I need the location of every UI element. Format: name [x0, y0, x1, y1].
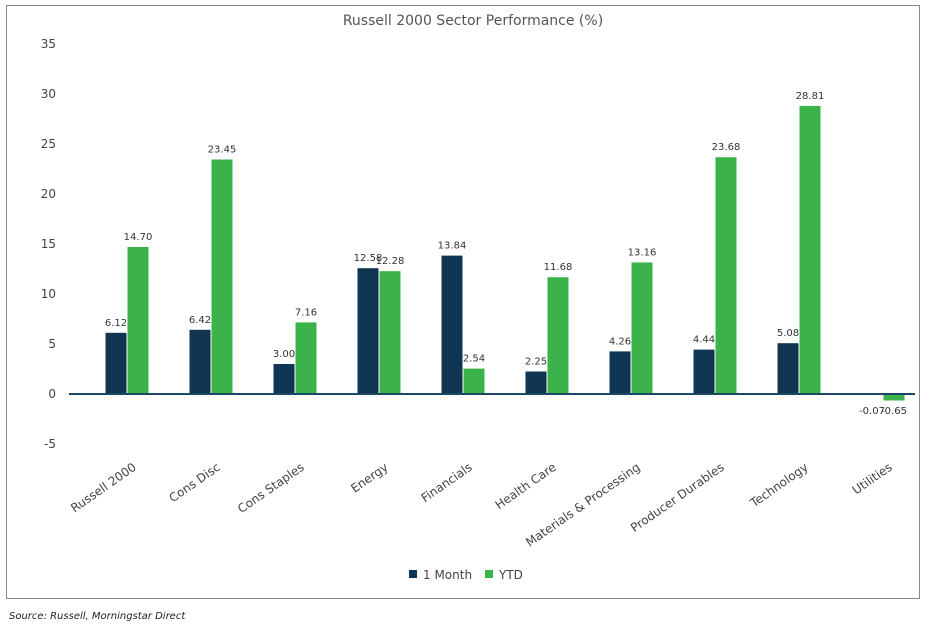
data-label: 6.12	[105, 318, 127, 329]
bar-1-month	[273, 364, 295, 394]
data-label: 4.44	[693, 335, 715, 346]
bar-1-month	[189, 329, 211, 394]
data-label: 12.58	[354, 253, 383, 264]
data-label: 2.25	[525, 357, 547, 368]
data-label: 12.28	[376, 256, 405, 267]
bar-ytd	[547, 277, 569, 394]
bar-1-month	[777, 343, 799, 394]
chart-frame: Russell 2000 Sector Performance (%) -5 0 5 1…	[6, 5, 920, 599]
legend-swatch	[409, 570, 417, 578]
bar-1-month	[693, 349, 715, 394]
x-tick-label: Utilities	[850, 460, 895, 497]
bar-ytd	[799, 105, 821, 395]
x-tick-label: Producer Durables	[628, 460, 727, 535]
bar-1-month	[441, 255, 463, 394]
x-tick-label: Financials	[419, 460, 475, 505]
x-tick-label: Cons Disc	[167, 460, 223, 505]
bar-ytd	[295, 322, 317, 394]
y-tick-label: 10	[41, 287, 56, 301]
bar-ytd	[211, 159, 233, 394]
data-label: 7.16	[295, 307, 317, 318]
chart-svg: Russell 2000 Sector Performance (%) -5 0 5 1…	[41, 13, 915, 582]
data-label: 11.68	[544, 262, 573, 273]
legend-swatch	[485, 570, 493, 578]
y-tick-label: 20	[41, 187, 56, 201]
data-label: 28.81	[796, 91, 825, 102]
bar-ytd	[883, 394, 905, 401]
bar-ytd	[631, 262, 653, 394]
data-label: 23.45	[208, 145, 237, 156]
x-tick-label: Russell 2000	[68, 460, 139, 515]
y-tick-label: 35	[41, 37, 56, 51]
y-tick-label: -5	[44, 437, 56, 451]
data-label: 5.08	[777, 328, 799, 339]
y-tick-label: 0	[48, 387, 56, 401]
data-label: -0.07	[859, 406, 885, 417]
data-label: 13.16	[628, 247, 657, 258]
data-label: -0.65	[881, 406, 907, 417]
bar-ytd	[715, 157, 737, 394]
x-tick-label: Health Care	[493, 460, 559, 512]
bar-ytd	[127, 247, 149, 394]
bar-1-month	[105, 332, 127, 394]
bar-ytd	[463, 368, 485, 394]
y-tick-label: 15	[41, 237, 56, 251]
bar-1-month	[525, 371, 547, 394]
x-tick-label: Technology	[747, 460, 811, 511]
data-label: 23.68	[712, 142, 741, 153]
data-label: 13.84	[438, 241, 467, 252]
data-label: 2.54	[463, 354, 485, 365]
data-label: 14.70	[124, 232, 153, 243]
bar-1-month	[357, 268, 379, 394]
y-tick-label: 25	[41, 137, 56, 151]
bar-ytd	[379, 271, 401, 394]
chart-title: Russell 2000 Sector Performance (%)	[343, 13, 603, 29]
source-note: Source: Russell, Morningstar Direct	[9, 611, 186, 622]
legend-label: 1 Month	[423, 568, 472, 582]
data-label: 4.26	[609, 336, 631, 347]
y-tick-label: 5	[48, 337, 56, 351]
x-tick-label: Energy	[348, 460, 390, 496]
legend-label: YTD	[498, 568, 523, 582]
y-tick-label: 30	[41, 87, 56, 101]
data-label: 3.00	[273, 349, 295, 360]
x-tick-label: Cons Staples	[235, 460, 307, 516]
data-label: 6.42	[189, 315, 211, 326]
bar-1-month	[609, 351, 631, 394]
